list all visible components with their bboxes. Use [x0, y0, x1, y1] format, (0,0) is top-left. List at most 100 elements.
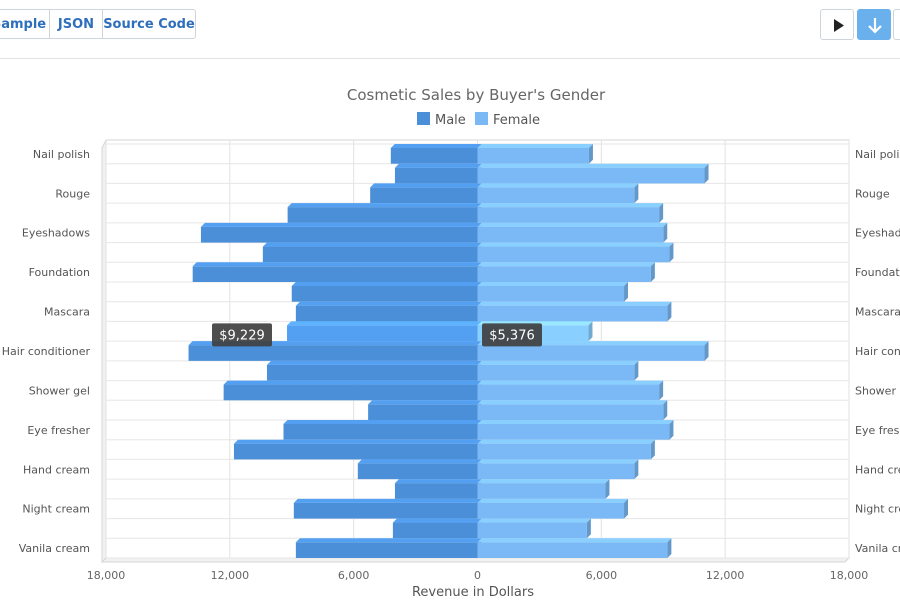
bar-top-face — [477, 242, 674, 247]
bar-side-face — [588, 144, 593, 164]
bar-female[interactable] — [477, 163, 709, 184]
bar-male[interactable] — [370, 183, 482, 204]
x-tick-label: 0 — [474, 569, 481, 582]
bar-side-face — [667, 301, 672, 322]
category-label: Eye fresher — [27, 424, 90, 437]
bar-top-face — [477, 538, 672, 543]
bar-front-face — [477, 502, 625, 519]
bar-front-face — [477, 384, 660, 401]
bar-top-face — [477, 459, 639, 464]
sample-button[interactable]: Sample — [0, 9, 50, 39]
bar-male[interactable] — [293, 498, 482, 519]
bar-front-face — [287, 207, 478, 223]
bar-front-face — [477, 148, 589, 164]
bar-female[interactable] — [477, 498, 629, 519]
bar-female[interactable] — [477, 222, 668, 243]
legend: Male Female — [417, 112, 540, 128]
bar-male[interactable] — [283, 420, 482, 440]
bar-male[interactable] — [295, 301, 482, 322]
bar-side-face — [650, 439, 655, 460]
bar-female[interactable] — [477, 183, 639, 204]
bar-top-face — [477, 518, 591, 523]
bar-front-face — [477, 424, 670, 440]
x-tick-label: 12,000 — [211, 569, 250, 582]
bar-female[interactable] — [477, 400, 668, 420]
bar-male[interactable] — [266, 360, 482, 381]
bar-side-face — [663, 400, 668, 420]
legend-female-swatch[interactable] — [475, 112, 488, 125]
bar-male[interactable] — [390, 144, 482, 164]
source-code-button[interactable]: Source Code — [102, 9, 196, 39]
bar-male[interactable] — [223, 380, 482, 401]
bar-top-face — [477, 163, 709, 168]
category-label-right: Nail polish — [855, 148, 900, 161]
bar-male[interactable] — [394, 163, 482, 184]
bar-female[interactable] — [477, 538, 672, 558]
bar-top-face — [477, 301, 672, 306]
category-label-right: Hand cream — [855, 463, 900, 476]
play-icon — [834, 19, 844, 32]
bar-female[interactable] — [477, 144, 593, 164]
bar-male[interactable] — [291, 282, 482, 302]
bar-top-face — [192, 262, 482, 267]
download-button[interactable] — [857, 9, 891, 40]
bar-female[interactable] — [477, 360, 639, 381]
legend-female-label[interactable]: Female — [493, 113, 540, 128]
bar-male[interactable] — [287, 203, 482, 223]
bar-front-face — [233, 443, 478, 460]
category-label: Vanila cream — [19, 542, 90, 555]
bar-female[interactable] — [477, 518, 591, 539]
bar-top-face — [477, 439, 655, 444]
bar-male[interactable] — [200, 222, 482, 243]
category-label-right: Hair conditioner — [855, 345, 900, 358]
bar-male[interactable] — [368, 400, 482, 420]
bar-female[interactable] — [477, 262, 655, 282]
bar-side-face — [624, 498, 629, 519]
bar-front-face — [357, 463, 478, 480]
bar-female[interactable] — [477, 242, 674, 263]
toolbar: Sample JSON Source Code — [0, 0, 900, 59]
tooltip-box — [212, 323, 272, 347]
bar-front-face — [477, 542, 668, 558]
bar-male[interactable] — [192, 262, 482, 282]
bar-female[interactable] — [477, 479, 610, 499]
bar-male[interactable] — [233, 439, 482, 460]
bar-top-face — [477, 222, 668, 227]
bar-male[interactable] — [357, 459, 482, 480]
more-button[interactable] — [893, 9, 900, 40]
bar-side-face — [704, 163, 709, 184]
bar-top-face — [287, 203, 482, 208]
bar-front-face — [477, 483, 606, 499]
bar-front-face — [477, 404, 664, 420]
bar-male[interactable] — [262, 242, 482, 263]
bar-female[interactable] — [477, 380, 664, 401]
bar-female[interactable] — [477, 420, 674, 440]
bar-female[interactable] — [477, 301, 672, 322]
bar-front-face — [477, 286, 625, 302]
bar-front-face — [295, 542, 478, 558]
bar-top-face — [293, 498, 482, 503]
legend-male-label[interactable]: Male — [435, 113, 466, 128]
category-label: Eyeshadows — [22, 227, 90, 240]
bar-top-face — [394, 479, 482, 484]
bar-male[interactable] — [392, 518, 482, 539]
bar-female[interactable] — [477, 439, 655, 460]
bar-female[interactable] — [477, 282, 629, 302]
tooltip-female: $5,376 — [482, 323, 542, 347]
bar-top-face — [368, 400, 482, 405]
bar-male[interactable] — [394, 479, 482, 499]
bar-male[interactable] — [287, 321, 482, 342]
category-label-right: Night cream — [855, 503, 900, 516]
category-label-right: Eye fresher — [855, 424, 900, 437]
category-labels-right: Nail polish Rouge Eyeshadows Foundation Masc… — [855, 148, 900, 555]
bar-side-face — [659, 380, 664, 401]
bar-male[interactable] — [295, 538, 482, 558]
bar-top-face — [477, 144, 593, 148]
bar-female[interactable] — [477, 203, 664, 223]
bar-top-face — [477, 479, 610, 484]
legend-male-swatch[interactable] — [417, 112, 430, 125]
bar-top-face — [287, 321, 482, 326]
bar-female[interactable] — [477, 459, 639, 480]
play-button[interactable] — [820, 9, 854, 40]
bar-front-face — [293, 502, 478, 519]
